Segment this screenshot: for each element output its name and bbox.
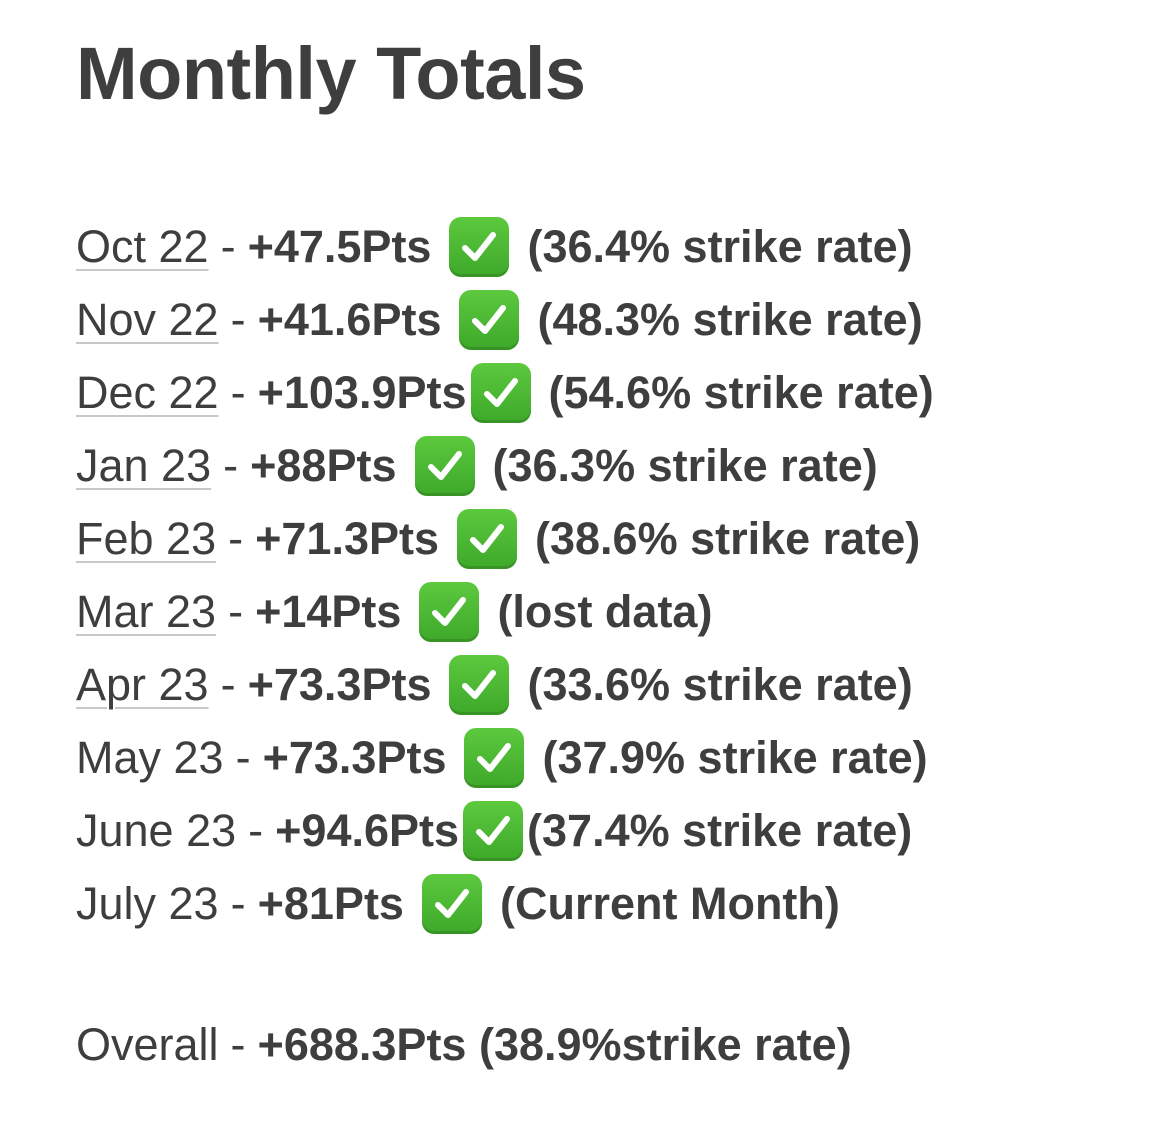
separator: - [230, 878, 246, 929]
list-item: Jan 23 - +88Pts (36.3% strike rate) [76, 429, 934, 502]
page-title: Monthly Totals [76, 32, 586, 115]
points-value: +71.3Pts [255, 513, 439, 564]
list-item: Oct 22 - +47.5Pts (36.4% strike rate) [76, 210, 934, 283]
separator: - [223, 440, 239, 491]
separator: - [230, 367, 246, 418]
month-link[interactable]: Mar 23 [76, 586, 217, 637]
month-label: June 23 [76, 805, 237, 856]
month-link[interactable]: Feb 23 [76, 513, 217, 564]
check-mark-button-icon [459, 289, 520, 350]
list-item: Mar 23 - +14Pts (lost data) [76, 575, 934, 648]
monthly-totals-list: Oct 22 - +47.5Pts (36.4% strike rate) No… [76, 210, 934, 940]
month-label: May 23 [76, 732, 224, 783]
strike-rate-note: (54.6% strike rate) [548, 367, 934, 418]
strike-rate-note: (48.3% strike rate) [537, 294, 923, 345]
check-mark-button-icon [449, 216, 510, 277]
check-mark-button-icon [449, 654, 510, 715]
separator: - [235, 732, 251, 783]
separator: - [220, 659, 236, 710]
points-value: +73.3Pts [247, 659, 432, 710]
points-value: +94.6Pts [275, 805, 460, 856]
month-label: July 23 [76, 878, 219, 929]
list-item: May 23 - +73.3Pts (37.9% strike rate) [76, 721, 934, 794]
month-link[interactable]: Dec 22 [76, 367, 219, 418]
list-item: June 23 - +94.6Pts (37.4% strike rate) [76, 794, 934, 867]
separator: - [248, 805, 264, 856]
overall-strike-rate: (38.9%strike rate) [478, 1019, 852, 1070]
check-mark-button-icon [463, 800, 524, 861]
strike-rate-note: (36.4% strike rate) [527, 221, 913, 272]
separator: - [228, 513, 244, 564]
strike-rate-note: (Current Month) [499, 878, 840, 929]
strike-rate-note: (37.9% strike rate) [542, 732, 928, 783]
check-mark-button-icon [464, 727, 525, 788]
points-value: +73.3Pts [262, 732, 447, 783]
points-value: +14Pts [255, 586, 402, 637]
separator: - [230, 294, 246, 345]
strike-rate-note: (lost data) [497, 586, 713, 637]
check-mark-button-icon [421, 873, 482, 934]
check-mark-button-icon [419, 581, 480, 642]
strike-rate-note: (33.6% strike rate) [527, 659, 913, 710]
overall-total: Overall - +688.3Pts (38.9%strike rate) [76, 1008, 852, 1081]
separator: - [228, 586, 244, 637]
strike-rate-note: (36.3% strike rate) [492, 440, 878, 491]
month-link[interactable]: Nov 22 [76, 294, 219, 345]
overall-label: Overall [76, 1019, 219, 1070]
check-mark-button-icon [457, 508, 517, 569]
points-value: +88Pts [250, 440, 397, 491]
month-link[interactable]: Oct 22 [76, 221, 209, 272]
list-item: Apr 23 - +73.3Pts (33.6% strike rate) [76, 648, 934, 721]
list-item: Dec 22 - +103.9Pts (54.6% strike rate) [76, 356, 934, 429]
month-link[interactable]: Jan 23 [76, 440, 212, 491]
points-value: +103.9Pts [257, 367, 467, 418]
overall-points: +688.3Pts [257, 1019, 467, 1070]
list-item: Nov 22 - +41.6Pts (48.3% strike rate) [76, 283, 934, 356]
strike-rate-note: (37.4% strike rate) [527, 805, 913, 856]
list-item: Feb 23 - +71.3Pts (38.6% strike rate) [76, 502, 934, 575]
check-mark-button-icon [414, 435, 475, 496]
separator: - [230, 1019, 246, 1070]
list-item: July 23 - +81Pts (Current Month) [76, 867, 934, 940]
strike-rate-note: (38.6% strike rate) [535, 513, 921, 564]
points-value: +41.6Pts [257, 294, 442, 345]
points-value: +47.5Pts [247, 221, 432, 272]
points-value: +81Pts [257, 878, 404, 929]
check-mark-button-icon [470, 362, 531, 423]
separator: - [220, 221, 236, 272]
month-link[interactable]: Apr 23 [76, 659, 209, 710]
